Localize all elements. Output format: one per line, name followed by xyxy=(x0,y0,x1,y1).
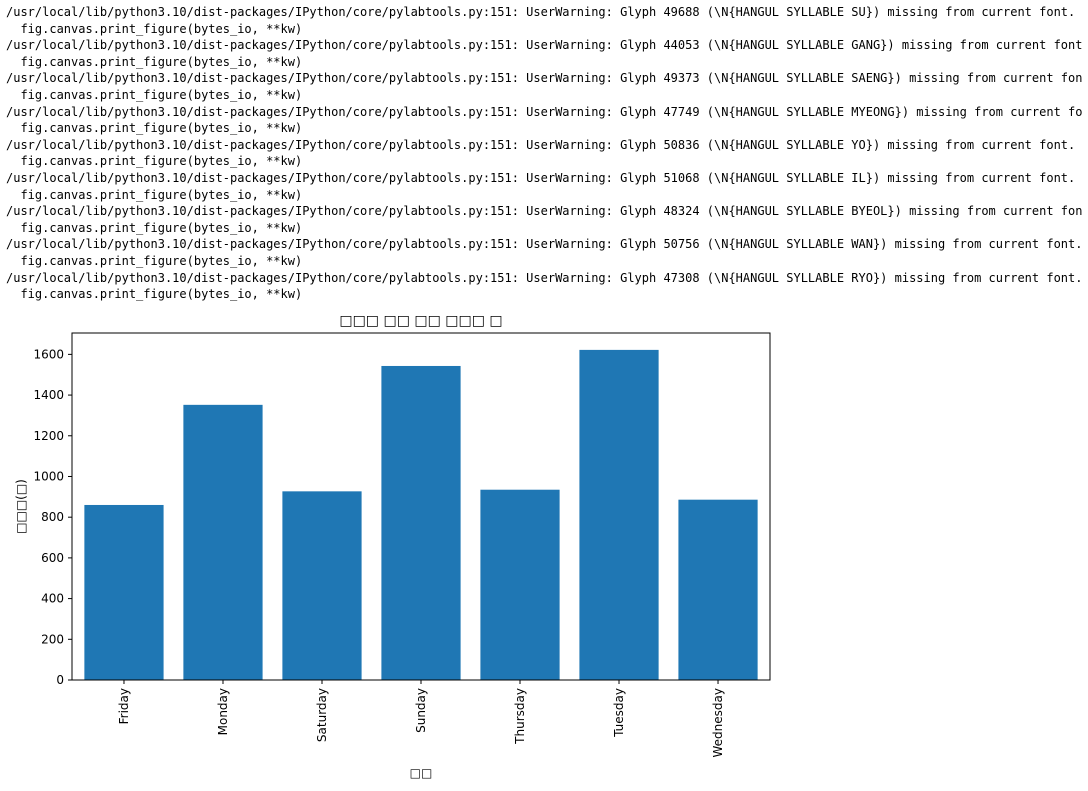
y-tick-label: 800 xyxy=(41,510,64,524)
y-tick-label: 1200 xyxy=(33,429,64,443)
x-tick-label: Thursday xyxy=(513,688,527,745)
stderr-output: /usr/local/lib/python3.10/dist-packages/… xyxy=(6,4,1082,303)
x-ticks: Friday Monday Saturday Sunday Thursday Tuesda… xyxy=(117,680,725,757)
x-tick-label: Tuesday xyxy=(612,688,626,738)
warning-line: /usr/local/lib/python3.10/dist-packages/… xyxy=(6,170,1076,185)
traceback-line: fig.canvas.print_figure(bytes_io, **kw) xyxy=(6,187,303,202)
y-tick-label: 600 xyxy=(41,551,64,565)
traceback-line: fig.canvas.print_figure(bytes_io, **kw) xyxy=(6,54,303,69)
y-tick-label: 200 xyxy=(41,632,64,646)
y-ticks: 0 200 400 600 800 1000 1200 1400 1600 xyxy=(33,347,72,687)
warning-line: /usr/local/lib/python3.10/dist-packages/… xyxy=(6,204,1082,219)
x-tick-label: Friday xyxy=(117,688,131,724)
traceback-line: fig.canvas.print_figure(bytes_io, **kw) xyxy=(6,21,303,36)
warning-line: /usr/local/lib/python3.10/dist-packages/… xyxy=(6,5,1076,19)
bar-saturday xyxy=(282,491,362,680)
y-tick-label: 1400 xyxy=(33,388,64,402)
x-tick-label: Saturday xyxy=(315,688,329,742)
warning-line: /usr/local/lib/python3.10/dist-packages/… xyxy=(6,237,1082,252)
warning-line: /usr/local/lib/python3.10/dist-packages/… xyxy=(6,38,1082,53)
bar-chart: 0 200 400 600 800 1000 1200 1400 1600 Friday Mond… xyxy=(14,313,771,780)
bar-thursday xyxy=(480,489,560,680)
bar-monday xyxy=(183,404,263,680)
warning-line: /usr/local/lib/python3.10/dist-packages/… xyxy=(6,137,1076,152)
x-tick-label: Monday xyxy=(216,688,230,735)
bar-friday xyxy=(84,504,164,680)
traceback-line: fig.canvas.print_figure(bytes_io, **kw) xyxy=(6,287,303,302)
chart-area: 0 200 400 600 800 1000 1200 1400 1600 Friday Mond… xyxy=(0,306,800,786)
warning-line: /usr/local/lib/python3.10/dist-packages/… xyxy=(6,104,1082,119)
x-tick-label: Sunday xyxy=(414,688,428,733)
y-tick-label: 0 xyxy=(56,673,64,687)
bar-sunday xyxy=(381,365,461,680)
chart-title: □□□ □□ □□ □□□ □ xyxy=(339,313,502,329)
bars-layer xyxy=(84,349,758,680)
warning-line: /usr/local/lib/python3.10/dist-packages/… xyxy=(6,270,1082,285)
y-tick-label: 1600 xyxy=(33,347,64,361)
traceback-line: fig.canvas.print_figure(bytes_io, **kw) xyxy=(6,121,303,136)
bar-tuesday xyxy=(579,349,659,680)
traceback-line: fig.canvas.print_figure(bytes_io, **kw) xyxy=(6,154,303,169)
y-tick-label: 1000 xyxy=(33,469,64,483)
y-tick-label: 400 xyxy=(41,592,64,606)
y-axis-label: □□□(□) xyxy=(14,479,28,534)
bar-wednesday xyxy=(678,499,758,680)
traceback-line: fig.canvas.print_figure(bytes_io, **kw) xyxy=(6,220,303,235)
axes-frame xyxy=(71,332,771,681)
x-axis-label: □□ xyxy=(410,766,433,780)
traceback-line: fig.canvas.print_figure(bytes_io, **kw) xyxy=(6,253,303,268)
warning-line: /usr/local/lib/python3.10/dist-packages/… xyxy=(6,71,1082,86)
x-tick-label: Wednesday xyxy=(711,688,725,757)
traceback-line: fig.canvas.print_figure(bytes_io, **kw) xyxy=(6,87,303,102)
